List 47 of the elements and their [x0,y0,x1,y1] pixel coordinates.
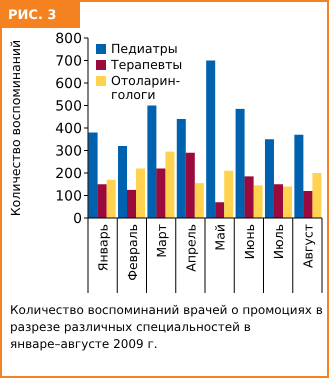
bar [264,139,274,218]
text: Количество воспоминаний врачей о промоциях в разрезе различных специальностей в январе–августе 2009 г. [10,303,323,351]
bar [186,152,195,218]
x-tick-label: Март [154,224,170,258]
y-tick-label: 300 [55,143,82,160]
bar [147,106,156,218]
y-tick-label: 500 [55,98,82,114]
bar [236,108,245,218]
legend-label: Отоларин-гологи [111,73,180,102]
bar [303,191,312,218]
chart-title: РИС. 3 [8,8,56,23]
x-tick-label: Январь [96,224,111,272]
y-tick-label: 700 [55,53,82,70]
x-tick-label: Февраль [124,224,140,281]
bar [254,185,263,218]
bar [106,180,116,218]
bar [88,132,98,218]
bar [215,202,224,218]
bar [274,184,283,218]
y-axis-title: Количество воспоминаний [8,40,23,216]
legend-label: Терапевты [110,57,182,72]
bar [127,190,136,218]
x-tick-label: Август [300,224,316,268]
bar [224,170,234,218]
bar [312,173,322,218]
y-tick-label: 200 [55,166,82,182]
y-tick-label: 600 [55,76,82,92]
bar [165,152,174,218]
bar [176,119,186,218]
bar [136,168,146,218]
legend-label: Педиатры [111,41,178,56]
bar [244,176,254,218]
y-tick-label: 400 [55,120,82,137]
bar [283,186,292,218]
bar [118,146,127,218]
x-tick-label: Апрель [183,224,198,272]
x-tick-label: Май [212,224,228,251]
bar [156,168,166,218]
bar [98,184,107,218]
y-tick-label: 0 [73,210,82,227]
bar [294,134,304,218]
x-tick-label: Июль [271,224,286,260]
y-tick-label: 100 [55,188,82,204]
x-tick-label: Июнь [242,224,257,260]
bar [206,60,216,218]
bar [194,183,204,218]
y-tick-label: 800 [55,30,82,47]
